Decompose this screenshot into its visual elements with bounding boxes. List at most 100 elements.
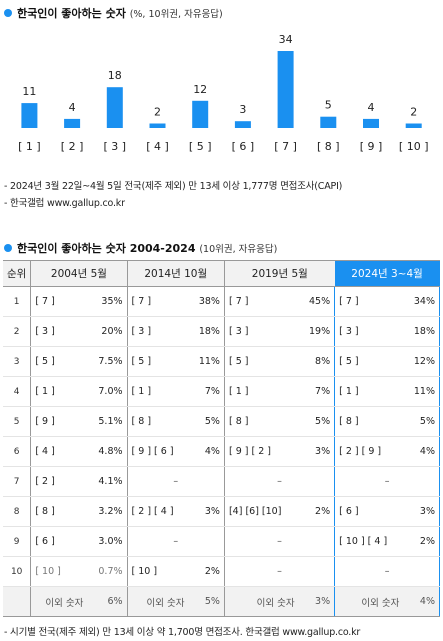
percent-cell: 5% — [298, 406, 335, 437]
category-label: [ 3 ] — [104, 140, 127, 153]
table-row: 8[ 8 ] 3.2%[ 2 ] [ 4 ] 3% [4] [6] [10] 2%[ 6… — [3, 496, 441, 527]
bar — [106, 87, 123, 128]
other-numbers-value: 5% — [188, 586, 225, 617]
data-label: 4 — [368, 101, 375, 114]
empty-rank-cell: – — [126, 466, 225, 497]
bullet-dot-icon — [4, 244, 12, 252]
percent-cell: 5% — [403, 406, 441, 437]
other-numbers-value: 4% — [403, 586, 441, 617]
percent-cell: 18% — [188, 316, 225, 347]
table-row: 7[ 2 ] 4.1% – – – — [3, 466, 440, 497]
number-cell: [ 8 ] — [126, 406, 189, 437]
number-cell: [ 7 ] — [223, 286, 299, 317]
number-cell: [ 1 ] — [334, 376, 404, 407]
rank-cell — [3, 586, 31, 617]
column-header-2014: 2014년 10월 — [126, 260, 225, 287]
bar — [277, 51, 294, 128]
other-numbers-value: 3% — [298, 586, 335, 617]
percent-cell: 3% — [298, 436, 335, 467]
table-header-row: 순위 2004년 5월 2014년 10월 2019년 5월 2024년 3~4… — [3, 260, 440, 287]
percent-cell: 18% — [403, 316, 441, 347]
number-cell: [ 2 ] [ 9 ] — [334, 436, 404, 467]
table-row: 3[ 5 ] 7.5%[ 5 ] 11%[ 5 ] 8%[ 5 ] 12% — [3, 346, 441, 377]
rank-cell: 8 — [3, 496, 31, 527]
percent-cell: 2% — [298, 496, 335, 527]
percent-cell: 20% — [87, 316, 128, 347]
number-cell: [ 3 ] — [223, 316, 299, 347]
percent-cell: 4.1% — [87, 466, 128, 497]
rank-cell: 5 — [3, 406, 31, 437]
percent-cell: 5% — [188, 406, 225, 437]
empty-rank-cell: – — [223, 526, 335, 557]
table-row: 5[ 9 ] 5.1%[ 8 ] 5%[ 8 ] 5%[ 8 ] 5% — [3, 406, 441, 437]
category-label: [ 10 ] — [399, 140, 429, 153]
column-header-2024: 2024년 3~4월 — [334, 260, 440, 287]
percent-cell: 12% — [403, 346, 441, 377]
empty-rank-cell: – — [334, 466, 440, 497]
number-cell: [ 2 ] [ 4 ] — [126, 496, 189, 527]
chart-title: 한국인이 좋아하는 숫자 (%, 10위권, 자유응답) — [4, 5, 223, 21]
percent-cell: 11% — [403, 376, 441, 407]
data-label: 3 — [239, 103, 246, 116]
number-cell: [ 8 ] — [223, 406, 299, 437]
other-numbers-value: 6% — [87, 586, 128, 617]
number-cell: [ 9 ] — [30, 406, 88, 437]
other-numbers-row: 이외 숫자 6% 이외 숫자 5% 이외 숫자 3% 이외 숫자 4% — [3, 586, 441, 617]
rank-cell: 7 — [3, 466, 31, 497]
table-source-note: - 시기별 전국(제주 제외) 만 13세 이상 약 1,700명 면접조사. … — [4, 627, 361, 638]
percent-cell: 3% — [188, 496, 225, 527]
table-row: 6[ 4 ] 4.8%[ 9 ] [ 6 ] 4%[ 9 ] [ 2 ] 3%[ 2 … — [3, 436, 441, 467]
number-cell: [ 9 ] [ 2 ] — [223, 436, 299, 467]
percent-cell: 2% — [188, 556, 225, 587]
survey-note: - 2024년 3월 22일~4월 5일 전국(제주 제외) 만 13세 이상 … — [4, 181, 343, 192]
percent-cell: 2% — [403, 526, 441, 557]
percent-cell: 7% — [298, 376, 335, 407]
bar — [405, 123, 422, 128]
number-cell: [ 10 ] [ 4 ] — [334, 526, 404, 557]
number-cell: [ 5 ] — [30, 346, 88, 377]
number-cell: [ 9 ] [ 6 ] — [126, 436, 189, 467]
data-label: 5 — [325, 99, 332, 112]
table-row: 4[ 1 ] 7.0%[ 1 ] 7%[ 1 ] 7%[ 1 ] 11% — [3, 376, 441, 407]
category-label: [ 1 ] — [18, 140, 41, 153]
table-row: 9[ 6 ] 3.0% – –[ 10 ] [ 4 ] 2% — [3, 526, 441, 557]
number-cell: [ 4 ] — [30, 436, 88, 467]
data-label: 34 — [279, 33, 293, 46]
rank-cell: 9 — [3, 526, 31, 557]
number-cell: [ 6 ] — [30, 526, 88, 557]
bar — [21, 103, 38, 128]
rank-cell: 3 — [3, 346, 31, 377]
percent-cell: 5.1% — [87, 406, 128, 437]
number-cell: [ 3 ] — [334, 316, 404, 347]
number-cell: [ 5 ] — [126, 346, 189, 377]
rank-cell: 4 — [3, 376, 31, 407]
category-label: [ 5 ] — [189, 140, 212, 153]
bar — [149, 123, 166, 128]
ranking-table: 순위 2004년 5월 2014년 10월 2019년 5월 2024년 3~4… — [3, 260, 441, 617]
percent-cell: 3.0% — [87, 526, 128, 557]
number-cell: [ 1 ] — [30, 376, 88, 407]
category-label: [ 6 ] — [232, 140, 255, 153]
number-cell: [ 6 ] — [334, 496, 404, 527]
data-label: 4 — [69, 101, 76, 114]
bar — [320, 116, 337, 128]
bullet-dot-icon — [4, 9, 12, 17]
table-row: 1[ 7 ] 35%[ 7 ] 38%[ 7 ] 45%[ 7 ] 34% — [3, 286, 441, 317]
number-cell: [ 8 ] — [30, 496, 88, 527]
data-label: 2 — [154, 106, 161, 119]
number-cell: [ 10 ] — [126, 556, 189, 587]
number-cell: [ 10 ] — [30, 556, 88, 587]
number-cell: [ 1 ] — [223, 376, 299, 407]
rank-cell: 2 — [3, 316, 31, 347]
percent-cell: 7.5% — [87, 346, 128, 377]
number-cell: [ 7 ] — [30, 286, 88, 317]
table-row: 10[ 10 ] 0.7%[ 10 ] 2% – – — [3, 556, 440, 587]
number-cell: [4] [6] [10] — [223, 496, 299, 527]
number-cell: [ 1 ] — [126, 376, 189, 407]
percent-cell: 7% — [188, 376, 225, 407]
other-numbers-label: 이외 숫자 — [126, 586, 189, 617]
data-label: 2 — [410, 106, 417, 119]
percent-cell: 38% — [188, 286, 225, 317]
data-label: 11 — [22, 85, 36, 98]
rank-cell: 10 — [3, 556, 31, 587]
